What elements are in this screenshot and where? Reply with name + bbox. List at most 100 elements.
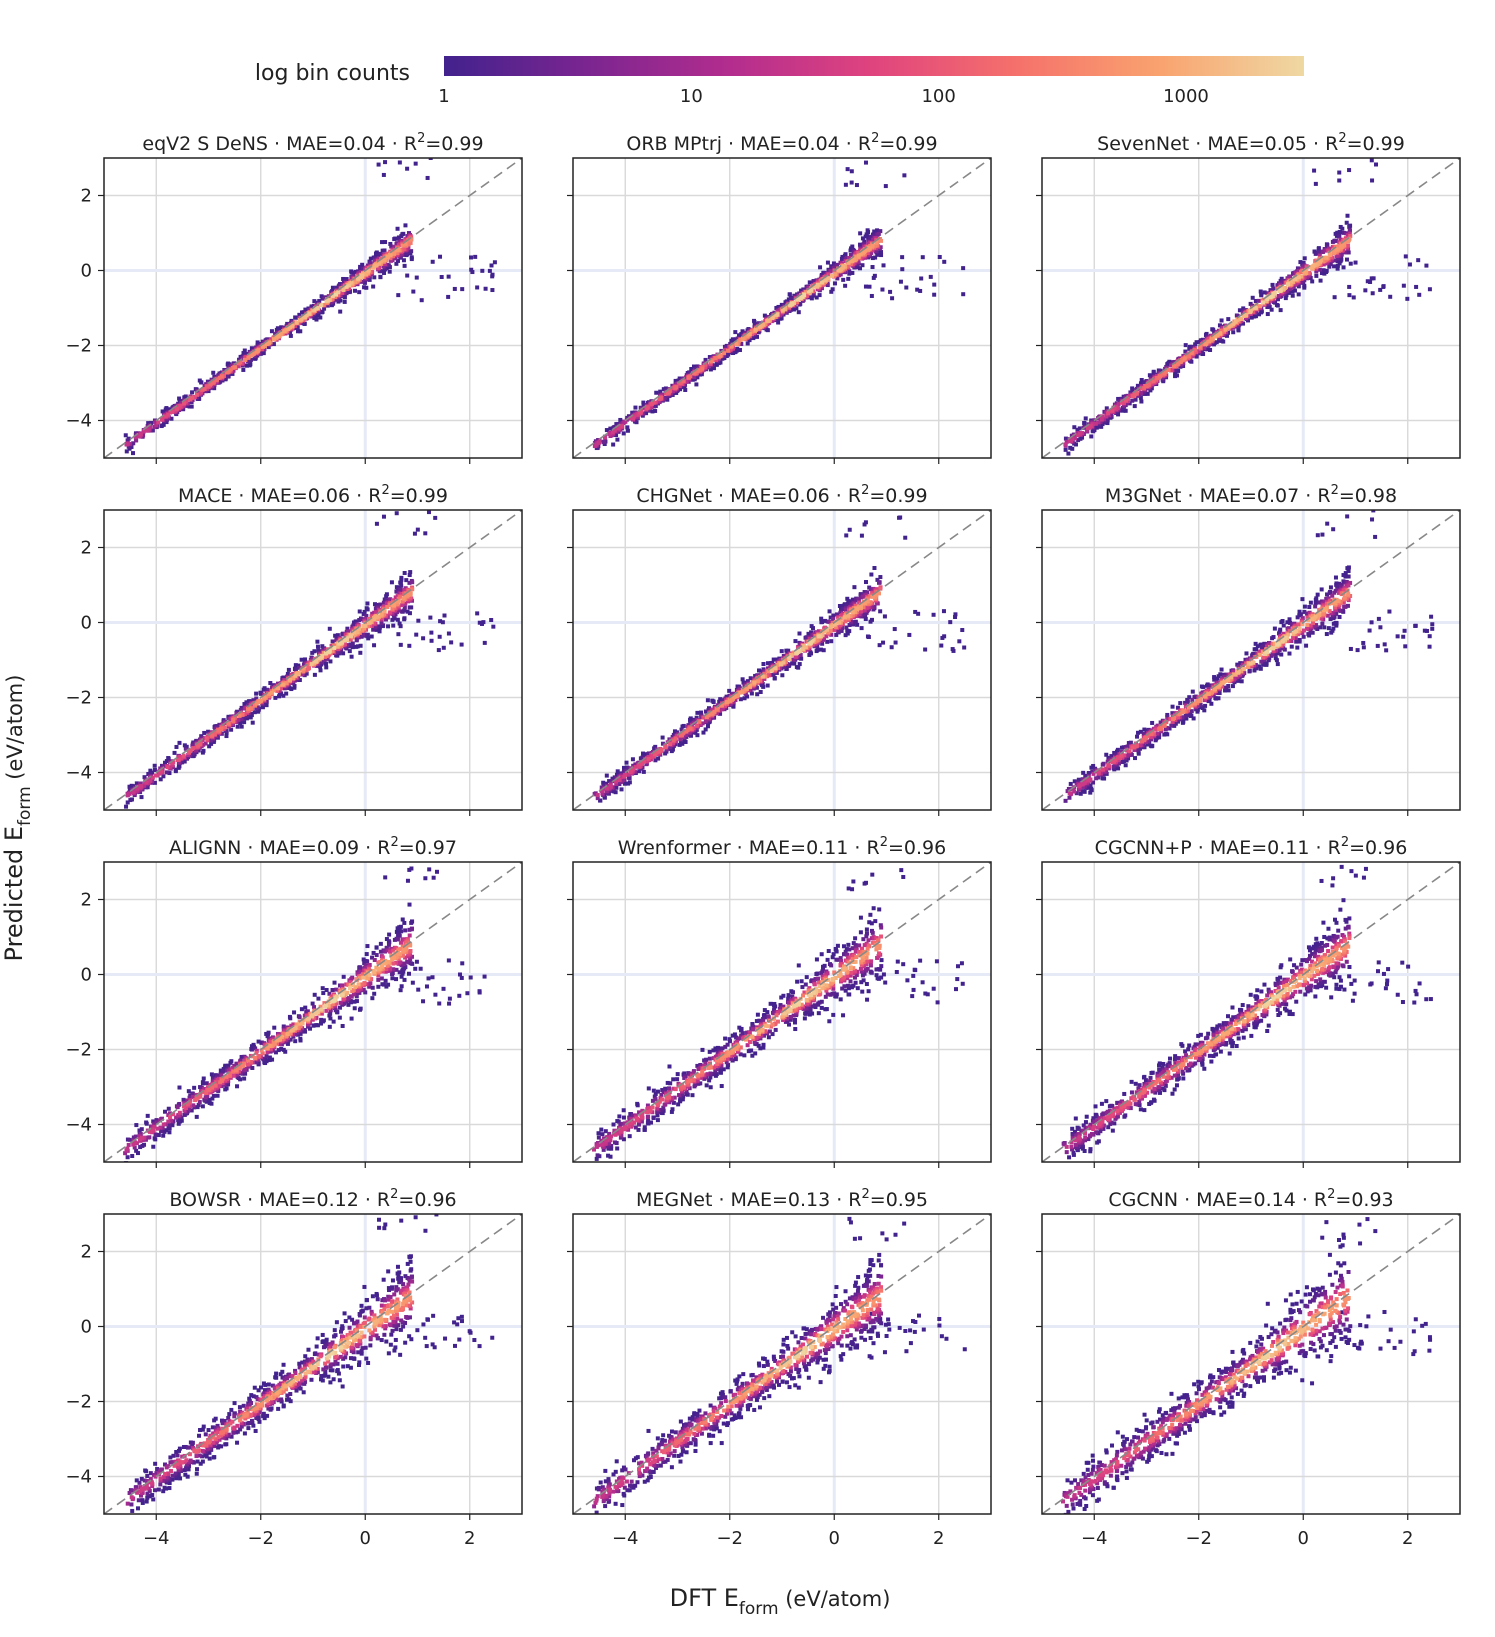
density-point xyxy=(201,742,206,747)
density-point xyxy=(266,694,271,699)
density-point xyxy=(638,410,643,415)
density-point xyxy=(354,637,359,642)
density-point xyxy=(831,261,836,266)
density-point xyxy=(347,649,352,654)
density-point xyxy=(870,256,875,261)
density-point xyxy=(646,756,651,761)
density-point xyxy=(475,285,480,290)
density-point xyxy=(788,303,793,308)
density-point xyxy=(254,691,259,696)
density-point xyxy=(214,378,219,383)
density-point xyxy=(801,643,806,648)
density-point xyxy=(706,364,711,369)
density-point xyxy=(438,619,443,624)
density-point xyxy=(835,263,840,268)
density-point xyxy=(735,346,740,351)
density-point xyxy=(1370,517,1375,522)
density-point xyxy=(1176,361,1181,366)
density-point xyxy=(259,691,264,696)
density-point xyxy=(1302,275,1307,280)
density-point xyxy=(818,639,823,644)
density-point xyxy=(670,383,675,388)
density-point xyxy=(198,742,203,747)
density-point xyxy=(391,623,396,628)
density-point xyxy=(1203,341,1208,346)
density-point xyxy=(376,162,381,167)
density-point xyxy=(396,243,401,248)
density-point xyxy=(1328,261,1333,266)
y-tick-label: 0 xyxy=(81,261,92,282)
density-point xyxy=(798,653,803,658)
density-point xyxy=(697,372,702,377)
density-point xyxy=(1337,261,1342,266)
density-point xyxy=(779,302,784,307)
density-point xyxy=(948,620,953,625)
density-point xyxy=(280,682,285,687)
density-point xyxy=(594,442,599,447)
density-point xyxy=(1325,521,1330,526)
density-point xyxy=(346,289,351,294)
density-point xyxy=(1313,251,1318,256)
density-point xyxy=(1212,329,1217,334)
density-point xyxy=(406,238,411,243)
density-point xyxy=(293,324,298,329)
density-point xyxy=(807,636,812,641)
density-point xyxy=(819,280,824,285)
density-point xyxy=(654,390,659,395)
density-point xyxy=(1249,315,1254,320)
density-point xyxy=(385,604,390,609)
density-point xyxy=(381,623,386,628)
density-point xyxy=(377,261,382,266)
density-point xyxy=(875,577,880,582)
density-point xyxy=(862,608,867,613)
density-point xyxy=(811,291,816,296)
panel-model-name: CHGNet xyxy=(636,485,712,507)
density-point xyxy=(1252,314,1257,319)
density-point xyxy=(442,613,447,618)
density-point xyxy=(475,611,480,616)
density-point xyxy=(810,638,815,643)
density-point xyxy=(349,280,354,285)
density-point xyxy=(405,234,410,239)
density-point xyxy=(178,403,183,408)
density-point xyxy=(358,275,363,280)
density-point xyxy=(396,599,401,604)
density-point xyxy=(1104,406,1109,411)
density-point xyxy=(740,336,745,341)
density-point xyxy=(614,785,619,790)
density-point xyxy=(622,781,627,786)
density-point xyxy=(1134,390,1139,395)
density-point xyxy=(815,284,820,289)
density-point xyxy=(920,255,925,260)
density-point xyxy=(718,711,723,716)
density-points xyxy=(124,510,496,809)
density-point xyxy=(1332,258,1337,263)
density-point xyxy=(745,328,750,333)
density-point xyxy=(224,374,229,379)
density-point xyxy=(800,647,805,652)
density-point xyxy=(663,395,668,400)
density-point xyxy=(1259,642,1264,647)
density-point xyxy=(212,732,217,737)
density-point xyxy=(179,756,184,761)
density-point xyxy=(362,285,367,290)
density-point xyxy=(357,618,362,623)
density-point xyxy=(490,288,495,293)
density-point xyxy=(388,610,393,615)
panel-title: eqV2 S DeNS · MAE=0.04 · R2=0.99 xyxy=(142,131,483,155)
density-point xyxy=(236,361,241,366)
density-point xyxy=(1302,269,1307,274)
density-point xyxy=(395,617,400,622)
density-point xyxy=(723,345,728,350)
density-point xyxy=(611,442,616,447)
density-point xyxy=(208,382,213,387)
density-point xyxy=(815,280,820,285)
density-point xyxy=(870,265,875,270)
density-point xyxy=(206,729,211,734)
density-point xyxy=(386,624,391,629)
density-point xyxy=(794,665,799,670)
density-point xyxy=(879,250,884,255)
density-point xyxy=(838,605,843,610)
colorbar-tick-label: 100 xyxy=(921,86,955,107)
density-point xyxy=(398,642,403,647)
